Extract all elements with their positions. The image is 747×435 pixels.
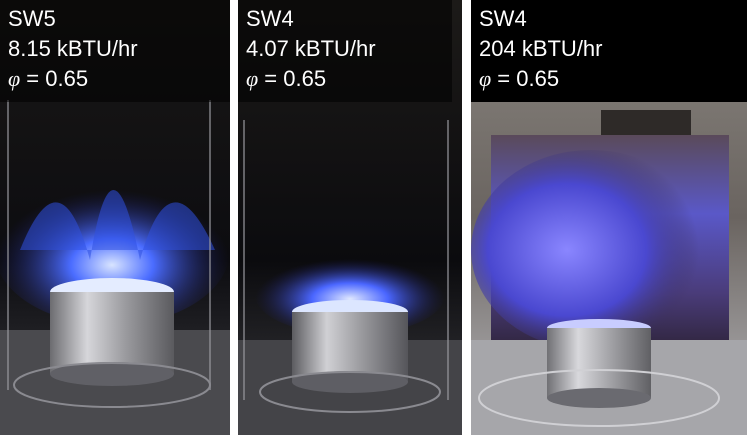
photo-panel-sw4-4kbtu: SW4 4.07 kBTU/hr φ = 0.65 [238, 0, 462, 435]
power-label: 4.07 kBTU/hr [246, 36, 376, 61]
photo-panel-sw5-8kbtu: SW5 8.15 kBTU/hr φ = 0.65 [0, 0, 230, 435]
phi-value: = 0.65 [26, 66, 89, 91]
photo-caption: SW5 8.15 kBTU/hr φ = 0.65 [0, 0, 230, 102]
phi-symbol: φ [246, 66, 259, 91]
equivalence-ratio-label: φ = 0.65 [479, 64, 741, 94]
power-label: 8.15 kBTU/hr [8, 36, 138, 61]
flame-photo [238, 0, 462, 435]
phi-symbol: φ [479, 66, 492, 91]
burner-label: SW4 [246, 6, 294, 31]
power-label: 204 kBTU/hr [479, 36, 603, 61]
photo-panel-sw4-204kbtu: SW4 204 kBTU/hr φ = 0.65 [471, 0, 747, 435]
phi-symbol: φ [8, 66, 21, 91]
equivalence-ratio-label: φ = 0.65 [8, 64, 224, 94]
burner-label: SW5 [8, 6, 56, 31]
equivalence-ratio-label: φ = 0.65 [246, 64, 446, 94]
phi-value: = 0.65 [264, 66, 327, 91]
photo-caption: SW4 4.07 kBTU/hr φ = 0.65 [238, 0, 452, 102]
burner-label: SW4 [479, 6, 527, 31]
phi-value: = 0.65 [497, 66, 560, 91]
photo-caption: SW4 204 kBTU/hr φ = 0.65 [471, 0, 747, 102]
